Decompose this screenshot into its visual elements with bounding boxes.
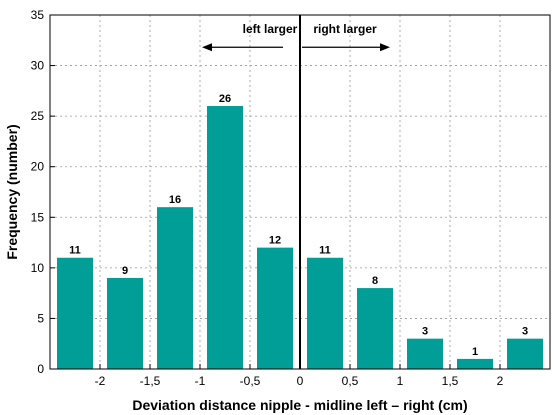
x-axis-title: Deviation distance nipple - midline left… bbox=[132, 397, 467, 413]
x-tick-label-7: 1,5 bbox=[442, 374, 459, 388]
bar-value-label-6: 8 bbox=[372, 275, 378, 287]
x-tick-label-3: -0,5 bbox=[240, 374, 261, 388]
bar-value-label-7: 3 bbox=[422, 326, 428, 338]
bars-group bbox=[57, 106, 543, 370]
x-tick-label-6: 1 bbox=[397, 374, 404, 388]
bar-value-label-5: 11 bbox=[319, 245, 331, 257]
bar-1 bbox=[107, 277, 143, 369]
y-tick-label-0: 0 bbox=[37, 362, 44, 376]
bar-3 bbox=[207, 106, 243, 370]
y-tick-label-3: 15 bbox=[31, 210, 45, 224]
bar-value-label-8: 1 bbox=[472, 346, 478, 358]
y-tick-label-7: 35 bbox=[31, 8, 45, 22]
bar-labels-group: 11 9 16 26 12 11 8 3 1 3 bbox=[69, 93, 528, 358]
bar-value-label-0: 11 bbox=[69, 245, 81, 257]
bar-6 bbox=[357, 288, 393, 369]
bar-0 bbox=[57, 257, 93, 369]
direction-arrows bbox=[202, 43, 390, 52]
x-tick-label-1: -1,5 bbox=[140, 374, 161, 388]
right-arrow-head bbox=[380, 43, 390, 52]
right-larger-label: right larger bbox=[313, 22, 377, 36]
bar-value-label-1: 9 bbox=[122, 265, 128, 277]
left-arrow-head bbox=[202, 43, 212, 52]
bar-2 bbox=[157, 207, 193, 369]
x-tick-label-4: 0 bbox=[297, 374, 304, 388]
y-tick-label-2: 10 bbox=[31, 261, 45, 275]
bar-8 bbox=[457, 358, 493, 369]
bar-value-label-9: 3 bbox=[522, 326, 528, 338]
bar-value-label-4: 12 bbox=[269, 235, 281, 247]
axis-ticks: 0 5 10 15 20 25 30 35 -2 -1,5 -1 -0,5 0 0,5 1 1,5 2 bbox=[31, 8, 504, 388]
left-larger-label: left larger bbox=[243, 22, 298, 36]
bar-5 bbox=[307, 257, 343, 369]
x-tick-label-8: 2 bbox=[497, 374, 504, 388]
y-axis-title: Frequency (number) bbox=[4, 124, 20, 259]
y-tick-label-1: 5 bbox=[37, 311, 44, 325]
x-tick-label-0: -2 bbox=[95, 374, 106, 388]
bar-value-label-2: 16 bbox=[169, 194, 181, 206]
bar-9 bbox=[507, 338, 543, 369]
y-tick-label-5: 25 bbox=[31, 109, 45, 123]
y-tick-label-4: 20 bbox=[31, 160, 45, 174]
x-tick-label-2: -1 bbox=[195, 374, 206, 388]
bar-4 bbox=[257, 247, 293, 369]
x-tick-label-5: 0,5 bbox=[342, 374, 359, 388]
bar-value-label-3: 26 bbox=[219, 93, 231, 105]
bar-7 bbox=[407, 338, 443, 369]
y-tick-label-6: 30 bbox=[31, 59, 45, 73]
